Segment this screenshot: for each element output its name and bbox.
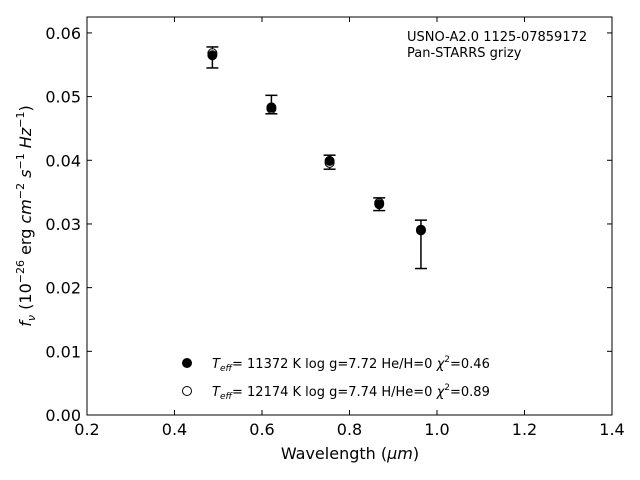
y-axis-title: fν (10−26 erg cm−2 s−1 Hz−1) xyxy=(14,105,38,326)
x-tick-label: 1.0 xyxy=(424,420,449,439)
legend-marker-open xyxy=(182,386,192,396)
x-tick-label: 0.6 xyxy=(249,420,274,439)
annotation-object-name: USNO-A2.0 1125-07859172 xyxy=(407,30,587,45)
y-tick-label: 0.01 xyxy=(45,342,81,361)
legend-label-he-h: Teff= 11372 K log g=7.72 He/H=0 χ2=0.46 xyxy=(212,355,490,374)
y-tick-label: 0.06 xyxy=(45,24,81,43)
legend: Teff= 11372 K log g=7.72 He/H=0 χ2=0.46 … xyxy=(182,355,490,402)
y-tick-label: 0.03 xyxy=(45,215,81,234)
x-tick-label: 0.8 xyxy=(337,420,362,439)
plot-area xyxy=(86,16,613,416)
data-points xyxy=(207,48,426,236)
legend-marker-filled xyxy=(182,358,192,368)
y-tick-label: 0.02 xyxy=(45,279,81,298)
x-axis-title: Wavelength (μm) xyxy=(281,444,419,463)
y-tick-label: 0.00 xyxy=(45,406,81,425)
model-point-he-h xyxy=(207,50,218,61)
y-tick-label: 0.05 xyxy=(45,88,81,107)
x-tick-label: 1.2 xyxy=(512,420,537,439)
x-tick-label: 1.4 xyxy=(599,420,624,439)
y-tick-label: 0.04 xyxy=(45,151,81,170)
legend-label-h-he: Teff= 12174 K log g=7.74 H/He=0 χ2=0.89 xyxy=(212,383,490,402)
annotation-survey: Pan-STARRS grizy xyxy=(407,46,522,61)
model-point-he-h xyxy=(374,199,385,210)
model-point-he-h xyxy=(266,102,277,113)
model-point-he-h xyxy=(415,225,426,236)
x-axis-ticks: 0.2 0.4 0.6 0.8 1.0 1.2 1.4 xyxy=(74,17,625,439)
model-point-he-h xyxy=(324,155,335,166)
x-tick-label: 0.4 xyxy=(162,420,187,439)
x-tick-label: 0.2 xyxy=(74,420,99,439)
y-axis-ticks: 0.00 0.01 0.02 0.03 0.04 0.05 0.06 xyxy=(45,24,612,425)
